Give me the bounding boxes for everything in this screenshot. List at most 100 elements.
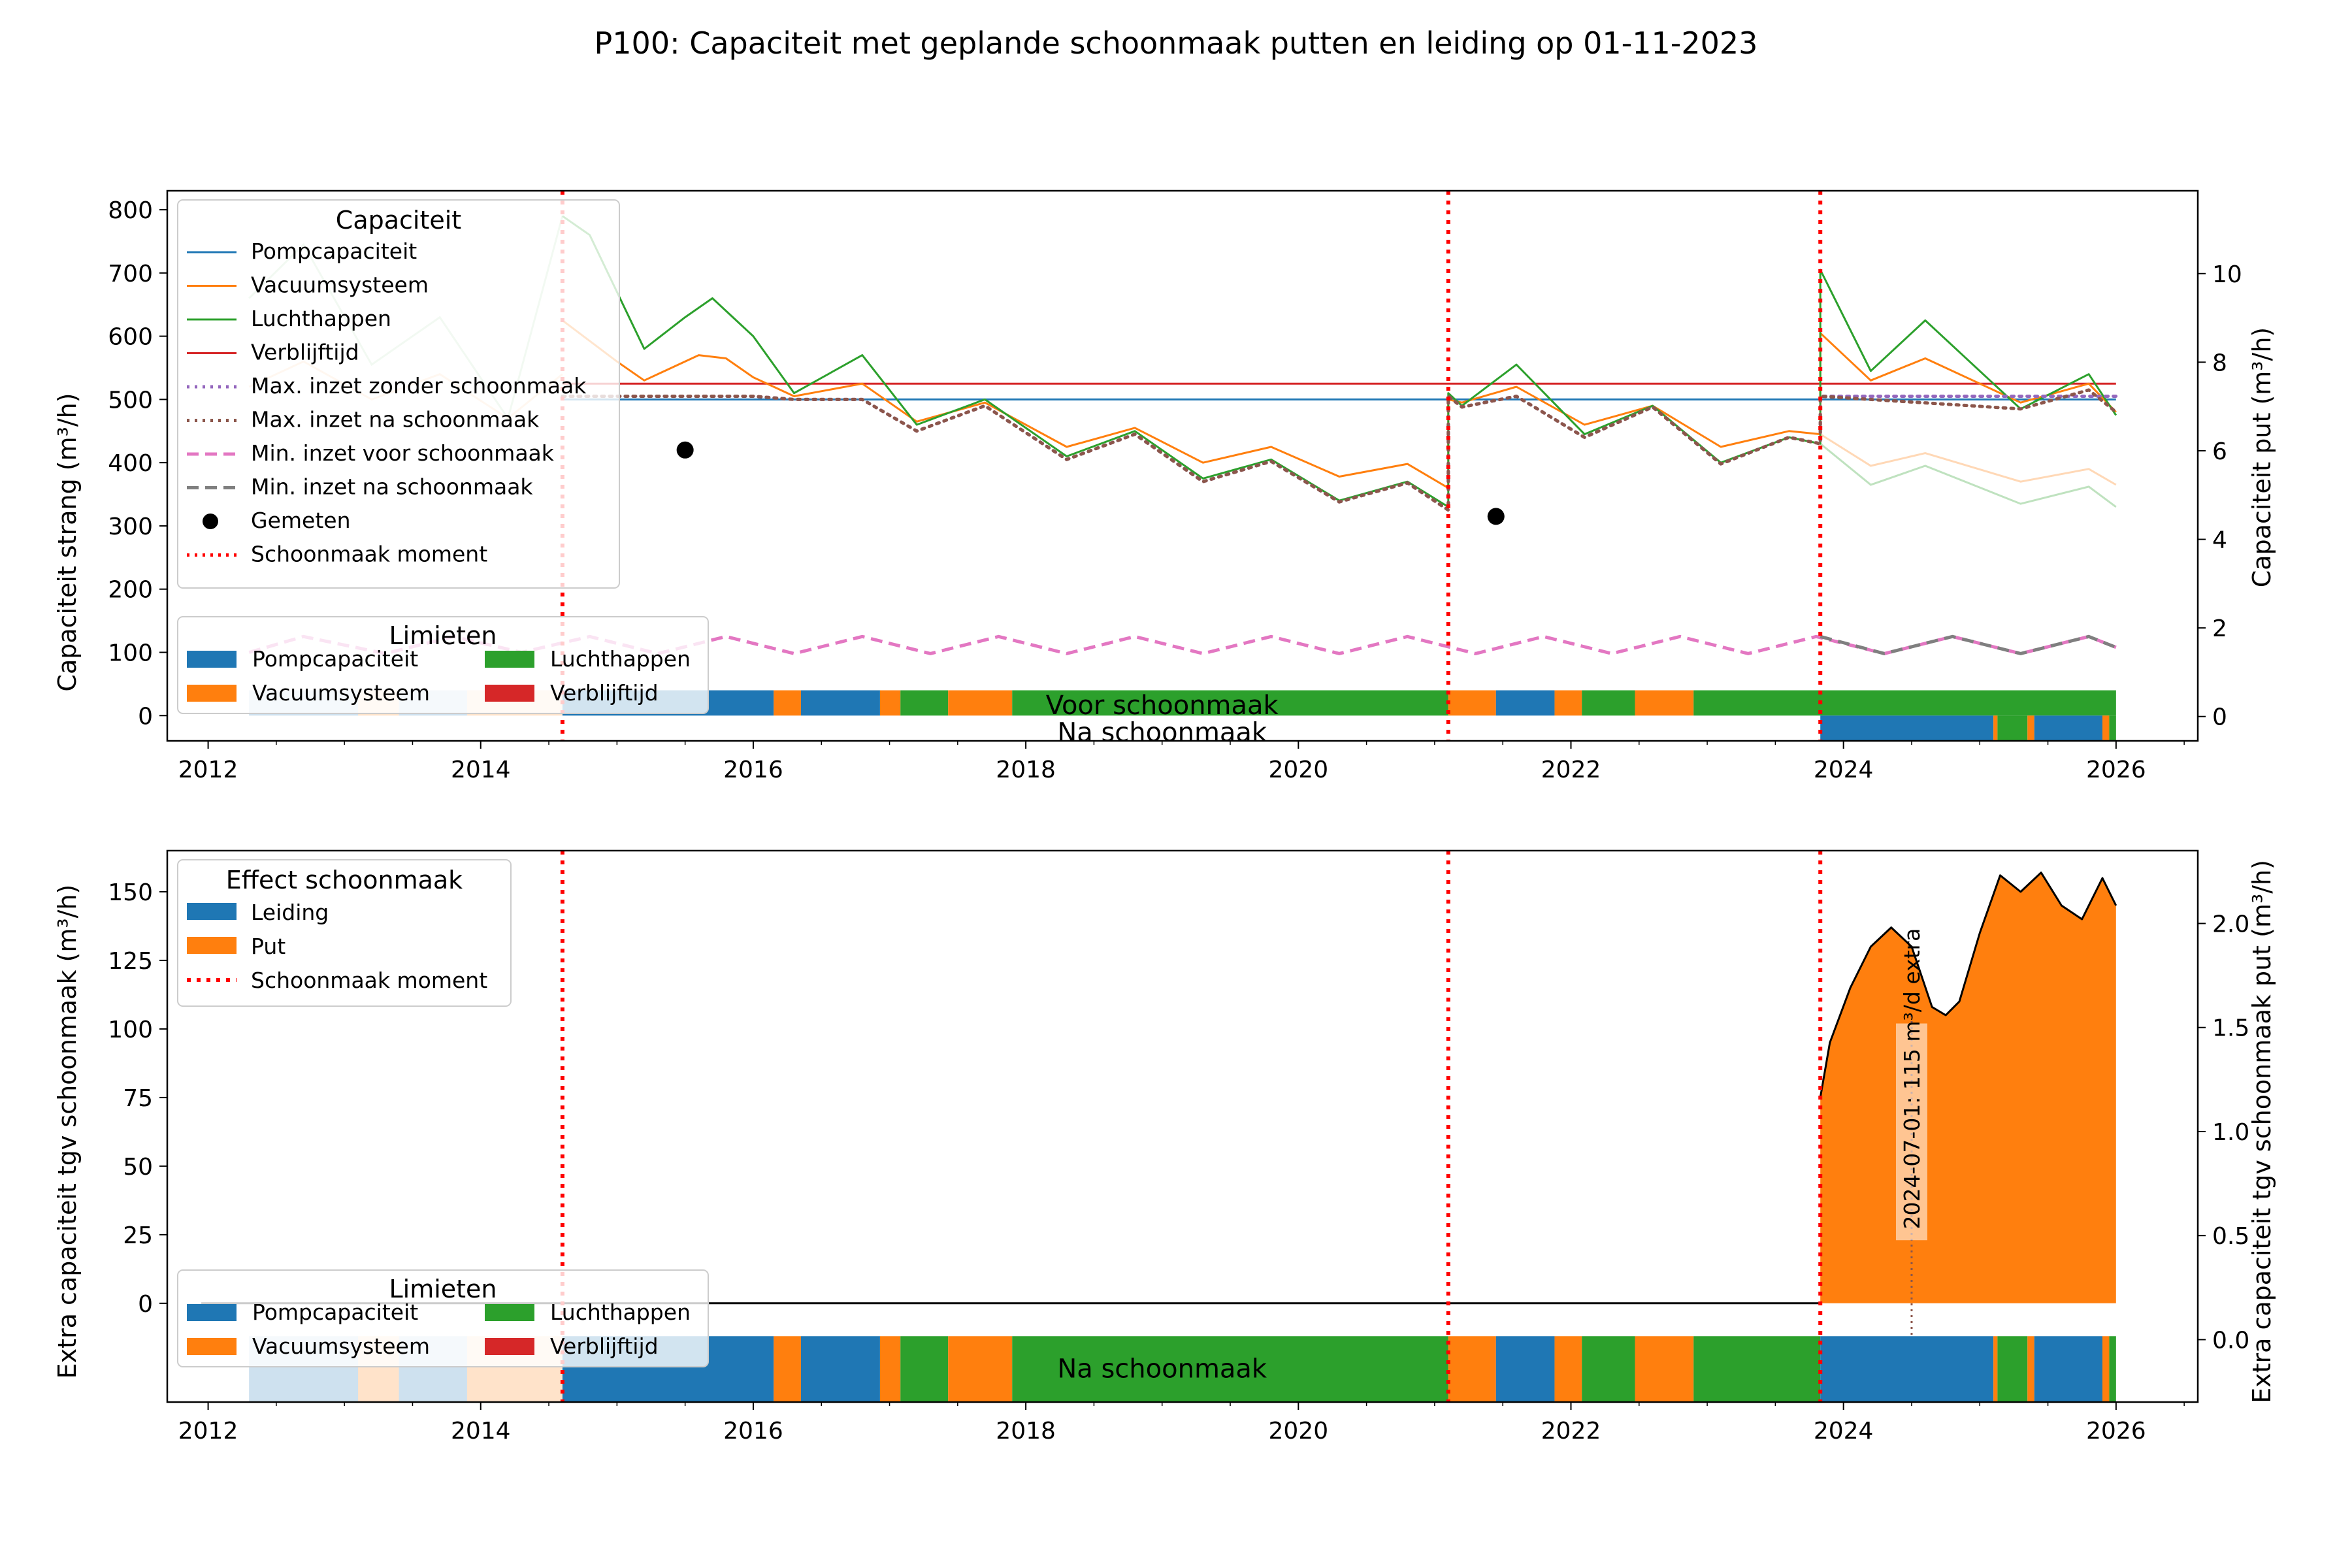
y-tick-label: 100	[108, 640, 153, 667]
y-tick-label: 0	[138, 1291, 153, 1318]
limit-bar-segment-lucht	[2109, 715, 2116, 741]
x-tick-label: 2026	[2086, 757, 2146, 783]
faded-series-line	[1820, 442, 2117, 508]
limit-bar-segment-vacuum	[1554, 690, 1582, 716]
legend-label: Gemeten	[251, 508, 350, 533]
limit-bar-segment-pomp	[1495, 690, 1555, 716]
y2-tick-label: 2.0	[2212, 911, 2249, 938]
annotation-box	[1895, 1023, 1927, 1241]
legend-label: Max. inzet zonder schoonmaak	[251, 373, 587, 399]
x-tick-label: 2024	[1814, 1418, 1874, 1445]
limit-bar-segment-vacuum	[948, 690, 1013, 716]
y2-tick-label: 0.0	[2212, 1327, 2249, 1354]
legend-swatch	[485, 1338, 534, 1355]
top-y-axis-label: Capaciteit strang (m³/h)	[53, 393, 82, 691]
limit-bar-segment-lucht	[1693, 690, 2116, 716]
x-tick-label: 2012	[178, 757, 238, 783]
legend-swatch	[187, 1338, 237, 1355]
x-tick-label: 2016	[723, 1418, 783, 1445]
gemeten-point	[676, 441, 694, 459]
series-line-5	[561, 388, 2118, 512]
y-tick-label: 150	[108, 879, 153, 906]
y2-tick-label: 0	[2212, 704, 2227, 731]
legend-label: Luchthappen	[550, 1299, 691, 1325]
legend-swatch	[187, 685, 237, 702]
limit-bar-segment-vacuum	[1448, 1336, 1496, 1402]
limit-bar-segment-vacuum	[2027, 1336, 2034, 1402]
legend-frame	[177, 859, 512, 1007]
legend-label: Pompcapaciteit	[252, 646, 418, 672]
limit-bar-segment-lucht	[1012, 1336, 1448, 1402]
faded-series-line	[1820, 433, 2117, 486]
legend-label: Verblijftijd	[251, 340, 359, 365]
x-tick-label: 2022	[1541, 1418, 1601, 1445]
legend-title: Limieten	[389, 1275, 497, 1303]
y-tick-label: 700	[108, 261, 153, 287]
limit-bar-label-na: Na schoonmaak	[1057, 1354, 1267, 1384]
limit-bar-segment-lucht	[900, 690, 949, 716]
limit-bar-label-voor: Voor schoonmaak	[1046, 691, 1279, 721]
limit-bar-segment-lucht	[1582, 1336, 1635, 1402]
limit-bar-segment-vacuum	[774, 1336, 801, 1402]
legend-label: Pompcapaciteit	[252, 1299, 418, 1325]
x-tick-label: 2026	[2086, 1418, 2146, 1445]
limit-bar-segment-vacuum	[879, 690, 901, 716]
limit-bar-segment-vacuum	[1635, 690, 1694, 716]
limit-bar-segment-vacuum	[2027, 715, 2034, 741]
legend-label: Verblijftijd	[550, 680, 659, 706]
y2-tick-label: 10	[2212, 261, 2242, 288]
limit-bar-segment-vacuum	[1993, 1336, 1998, 1402]
y-tick-label: 25	[123, 1222, 153, 1249]
y2-tick-label: 6	[2212, 438, 2227, 465]
y-tick-label: 500	[108, 387, 153, 414]
y2-tick-label: 4	[2212, 527, 2227, 554]
limit-bar-segment-pomp	[1495, 1336, 1555, 1402]
limit-bar-segment-lucht	[1693, 1336, 1821, 1402]
legend-label: Schoonmaak moment	[251, 968, 487, 993]
legend-label: Schoonmaak moment	[251, 542, 487, 567]
x-tick-label: 2024	[1814, 757, 1874, 783]
limit-bar-segment-pomp	[1820, 715, 1994, 741]
legend-frame	[177, 199, 620, 589]
y2-tick-label: 1.5	[2212, 1015, 2249, 1042]
limit-bar-segment-lucht	[2109, 1336, 2116, 1402]
y-tick-label: 0	[138, 703, 153, 730]
y-tick-label: 50	[123, 1154, 153, 1181]
legend-swatch	[485, 685, 534, 702]
gemeten-point	[1487, 508, 1505, 525]
limit-bar-segment-pomp	[2034, 1336, 2102, 1402]
legend-label: Max. inzet na schoonmaak	[251, 407, 540, 433]
bottom-y2-axis-label: Extra capaciteit tgv schoonmaak put (m³/…	[2247, 860, 2276, 1403]
top-y2-axis-label: Capaciteit put (m³/h)	[2247, 327, 2276, 587]
limit-bar-segment-pomp	[800, 690, 880, 716]
legend-frame	[177, 1269, 709, 1367]
x-tick-label: 2022	[1541, 757, 1601, 783]
axes-frame	[166, 849, 2199, 1403]
bottom-plot-area: Na schoonmaak 2024-07-01: 115 m³/d extra 2…	[108, 849, 2249, 1445]
axes-frame	[166, 189, 2199, 742]
legend-swatch	[187, 937, 237, 954]
bottom-y-axis-label: Extra capaciteit tgv schoonmaak (m³/h)	[53, 885, 82, 1379]
limit-bar-segment-vacuum	[1993, 715, 1998, 741]
y-tick-label: 75	[123, 1085, 153, 1112]
y2-tick-label: 8	[2212, 350, 2227, 376]
limit-bar-segment-vacuum	[2102, 1336, 2110, 1402]
x-tick-label: 2018	[996, 757, 1056, 783]
annotation-text: 2024-07-01: 115 m³/d extra	[1899, 928, 1925, 1230]
figure-title: P100: Capaciteit met geplande schoonmaak…	[595, 25, 1758, 61]
y-tick-label: 800	[108, 197, 153, 224]
legend-title: Limieten	[389, 621, 497, 650]
legend-swatch	[187, 903, 237, 920]
legend-label: Vacuumsysteem	[252, 1333, 430, 1359]
limit-bar-segment-lucht	[900, 1336, 949, 1402]
legend-frame	[177, 616, 709, 714]
limit-bar-segment-lucht	[1012, 690, 1448, 716]
y-tick-label: 125	[108, 948, 153, 975]
limit-bar-segment-pomp	[800, 1336, 880, 1402]
x-tick-label: 2020	[1268, 757, 1328, 783]
put-area	[1820, 872, 2116, 1303]
legend-title: Capaciteit	[336, 206, 461, 235]
limit-bar-segment-lucht	[1997, 1336, 2028, 1402]
legend-label: Vacuumsysteem	[252, 680, 430, 706]
x-tick-label: 2020	[1268, 1418, 1328, 1445]
